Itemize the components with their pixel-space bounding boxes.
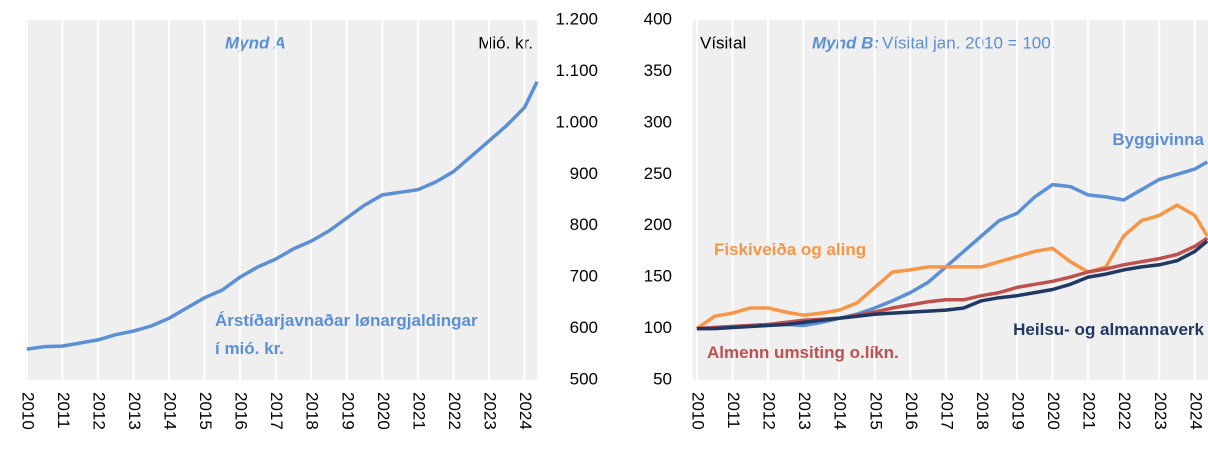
x-tick-label: 2020 [374,392,393,430]
x-tick-label: 2013 [795,392,814,430]
x-tick-label: 2012 [760,392,779,430]
x-tick-label: 2023 [1151,392,1170,430]
x-tick-label: 2023 [481,392,500,430]
x-tick-label: 2024 [516,392,535,430]
series-line [696,236,1208,331]
x-tick-label: 2013 [125,392,144,430]
x-tick-label: 2019 [338,392,357,430]
x-tick-label: 2022 [1115,392,1134,430]
y-tick-label: 900 [570,164,598,183]
series-label: Byggivinna [1112,130,1204,149]
y-tick-label: 1.200 [555,9,598,28]
series-line [695,203,1208,331]
x-tick-label: 2015 [196,392,215,430]
y-axis-label: Vísital [700,33,746,52]
chart-title: Mynd B: [812,33,879,52]
y-tick-label: 500 [570,369,598,388]
x-tick-label: 2012 [89,392,108,430]
x-tick-label: 2020 [1044,392,1063,430]
x-tick-label: 2016 [232,392,251,430]
x-tick-label: 2022 [445,392,464,430]
plot-area [25,20,537,380]
unit-label: Mió. kr. [478,33,533,52]
series-label: Heilsu- og almannaverk [1013,320,1204,339]
y-tick-label: 250 [644,164,672,183]
x-tick-label: 2010 [688,392,707,430]
series-line [26,80,539,351]
x-tick-label: 2011 [724,392,743,429]
x-tick-label: 2010 [18,392,37,430]
x-tick-label: 2015 [866,392,885,430]
x-tick-label: 2021 [1080,392,1099,430]
y-tick-label: 50 [653,369,672,388]
x-tick-label: 2019 [1009,392,1028,430]
y-tick-label: 200 [644,215,672,234]
x-tick-label: 2018 [303,392,322,430]
y-tick-label: 350 [644,61,672,80]
x-tick-label: 2017 [267,392,286,430]
series-label: Árstíðarjavnaðar lønargjaldingar í mió. … [215,311,478,358]
series-label: Fiskiveiða og aling [714,240,867,259]
x-tick-label: 2014 [831,392,850,430]
y-tick-label: 1.100 [555,61,598,80]
x-tick-label: 2018 [973,392,992,430]
x-tick-label: 2014 [161,392,180,430]
y-tick-label: 800 [570,215,598,234]
x-tick-label: 2024 [1186,392,1205,430]
y-tick-label: 400 [644,9,672,28]
y-tick-label: 300 [644,112,672,131]
x-tick-label: 2011 [54,392,73,429]
series-line [696,239,1208,331]
x-tick-label: 2017 [937,392,956,430]
y-tick-label: 600 [570,318,598,337]
y-tick-label: 700 [570,267,598,286]
series-label: Almenn umsiting o.líkn. [707,343,899,362]
chart-subtitle: Vísital jan. 2010 = 100. [882,33,1055,52]
x-tick-label: 2021 [409,392,428,430]
x-tick-label: 2016 [902,392,921,430]
y-tick-label: 1.000 [555,112,598,131]
y-tick-label: 100 [644,318,672,337]
y-tick-label: 150 [644,267,672,286]
